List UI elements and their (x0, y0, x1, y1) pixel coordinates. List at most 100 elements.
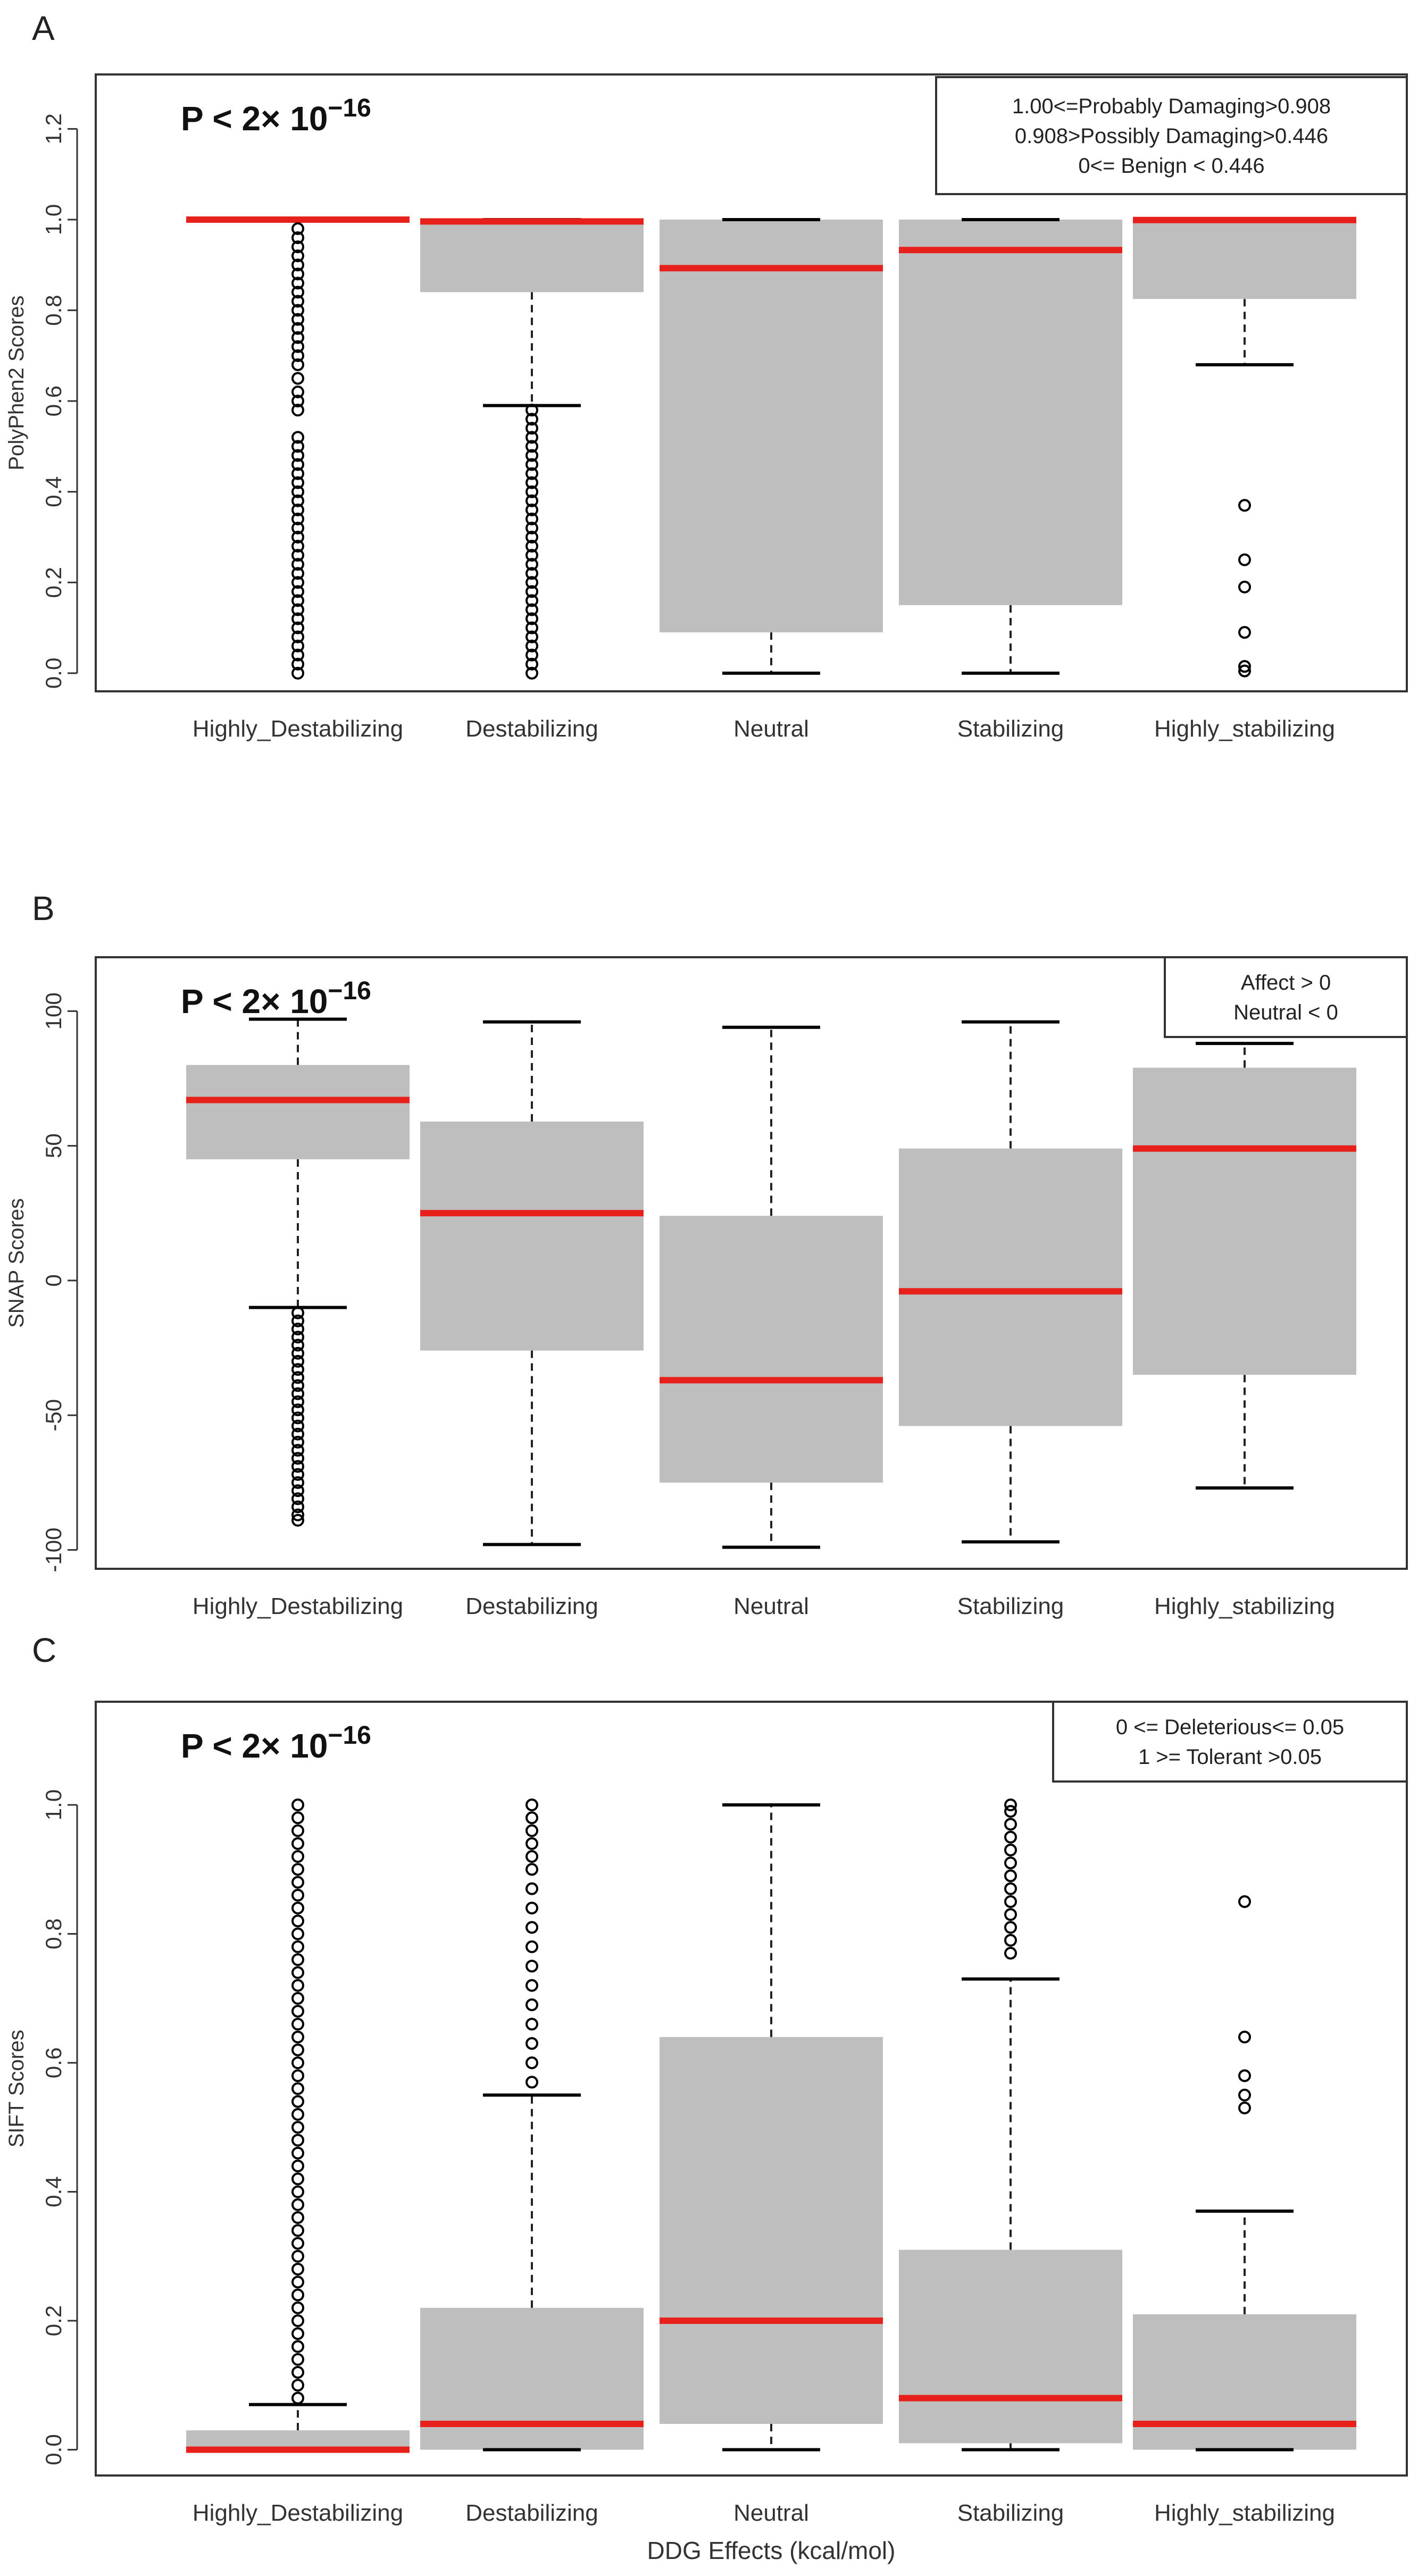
box (660, 1216, 883, 1483)
outlier-point (291, 1371, 304, 1384)
outlier-point (291, 2353, 304, 2366)
box-group-highly-stabilizing (1133, 216, 1356, 678)
outlier-point (291, 1395, 304, 1408)
outlier-point (291, 558, 304, 571)
plot-frame (95, 956, 1408, 1570)
box-group-highly-destabilizing (186, 1799, 410, 2453)
x-tick-label: Neutral (733, 2500, 809, 2526)
outlier-point (291, 1346, 304, 1360)
outlier-point (291, 1314, 304, 1327)
outlier-point (291, 1863, 304, 1876)
y-tick-label: 1.0 (41, 204, 66, 235)
outlier-point (291, 2121, 304, 2134)
outlier-point (526, 1882, 538, 1895)
box (1133, 1067, 1356, 1375)
x-tick-label: Neutral (733, 1593, 809, 1619)
outlier-point (291, 2185, 304, 2198)
outlier-point (291, 2134, 304, 2147)
y-tick-label: 0.2 (41, 567, 66, 598)
outlier-point (291, 1339, 304, 1352)
y-tick-label: 1.2 (41, 113, 66, 144)
outlier-point (526, 1837, 538, 1850)
box (420, 1122, 644, 1351)
legend-box (935, 76, 1408, 195)
outlier-point (291, 1508, 304, 1521)
p-value-exponent: −16 (328, 1721, 371, 1750)
outlier-point (526, 657, 538, 671)
outlier-point (291, 2069, 304, 2082)
outlier-point (291, 1492, 304, 1506)
outlier-point (291, 1323, 304, 1336)
x-tick-label: Stabilizing (957, 1593, 1064, 1619)
box-group-stabilizing (899, 1020, 1122, 1544)
outlier-point (291, 1799, 304, 1811)
y-tick-label: 0 (41, 1274, 66, 1286)
y-tick-label: 50 (41, 1133, 66, 1158)
outlier-point (1238, 2088, 1251, 2102)
outlier-point (526, 1998, 538, 2011)
y-tick-label: -100 (41, 1528, 66, 1573)
outlier-point (526, 422, 538, 435)
box (186, 1065, 410, 1159)
outlier-point (526, 1940, 538, 1953)
outlier-point (526, 512, 538, 525)
outlier-point (291, 1354, 304, 1368)
box-group-highly-stabilizing (1133, 1895, 1356, 2452)
outlier-point (291, 2263, 304, 2276)
outlier-point (1004, 1799, 1017, 1811)
outlier-point (291, 1452, 304, 1465)
outlier-point (526, 567, 538, 580)
outlier-point (291, 340, 304, 353)
y-tick-label: 0.8 (41, 295, 66, 325)
plot-frame (95, 73, 1408, 692)
outlier-point (291, 1460, 304, 1473)
outlier-point (1238, 499, 1251, 512)
box (1133, 219, 1356, 299)
outlier-point (291, 2160, 304, 2172)
outlier-point (1238, 660, 1251, 673)
box (660, 219, 883, 633)
box (1133, 2314, 1356, 2450)
outlier-point (291, 322, 304, 335)
outlier-point (291, 231, 304, 245)
outlier-point (291, 512, 304, 525)
outlier-point (291, 621, 304, 634)
outlier-point (291, 576, 304, 589)
outlier-point (291, 2056, 304, 2069)
outlier-point (291, 1476, 304, 1489)
outlier-point (291, 1435, 304, 1449)
outlier-point (291, 2249, 304, 2263)
panel-c: C 0.0 0.2 0.4 0.6 0.8 1.0 SIFT Scores Highly_Des… (5, 1631, 1408, 2526)
outlier-point (291, 1876, 304, 1889)
outlier-point (291, 2146, 304, 2160)
outlier-point (291, 2366, 304, 2379)
box-group-highly-destabilizing (186, 1017, 410, 1527)
legend-entry: 1 >= Tolerant >0.05 (1138, 1745, 1322, 1769)
outlier-point (291, 386, 304, 399)
outlier-point (526, 2056, 538, 2069)
y-tick-label: 0.0 (41, 658, 66, 689)
outlier-point (526, 1799, 538, 1811)
outlier-point (291, 1427, 304, 1441)
outlier-point (1238, 1895, 1251, 1908)
outlier-point (291, 222, 304, 235)
outlier-point (526, 494, 538, 507)
outlier-point (526, 449, 538, 462)
outlier-point (291, 2379, 304, 2392)
outlier-point (1004, 1946, 1017, 1960)
outlier-point (526, 404, 538, 417)
outlier-point (291, 549, 304, 562)
outlier-point (291, 458, 304, 471)
outlier-point (291, 657, 304, 671)
outlier-point (291, 295, 304, 308)
outlier-point (1238, 626, 1251, 639)
outlier-point (291, 1902, 304, 1914)
outlier-point (291, 2327, 304, 2340)
outlier-point (526, 531, 538, 543)
outlier-point (526, 639, 538, 653)
outlier-point (526, 503, 538, 516)
legend-entry: 0<= Benign < 0.446 (1078, 154, 1264, 178)
outlier-point (291, 2237, 304, 2250)
outlier-point (1004, 1869, 1017, 1883)
y-tick-label: 0.4 (41, 476, 66, 507)
